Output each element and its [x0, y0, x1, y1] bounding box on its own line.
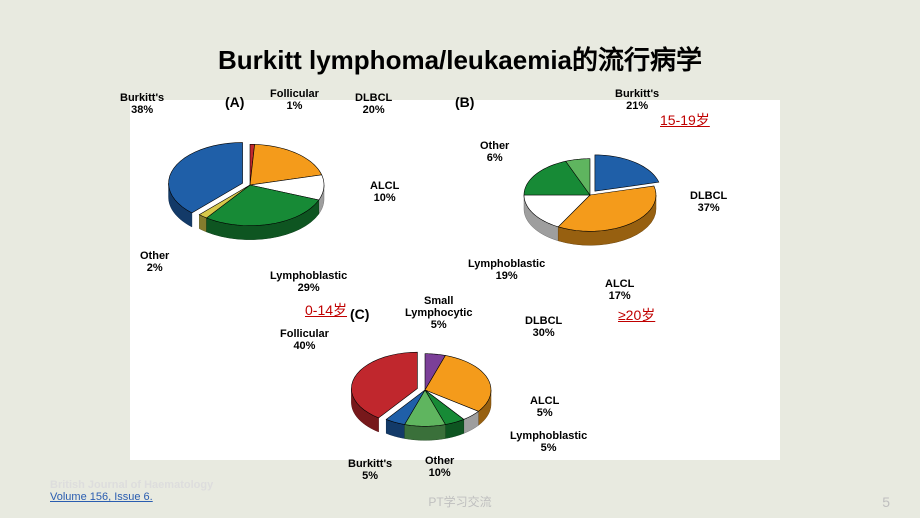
slice-label: ALCL17% — [605, 278, 634, 302]
slice-label: Burkitt's5% — [348, 458, 392, 482]
charts-svg — [130, 100, 780, 460]
slice-label: Other2% — [140, 250, 169, 274]
slice-label: Burkitt's21% — [615, 88, 659, 112]
slice-label: DLBCL20% — [355, 92, 392, 116]
slice-label: SmallLymphocytic5% — [405, 295, 472, 331]
citation-link[interactable]: Volume 156, Issue 6. — [50, 491, 153, 503]
slide: Burkitt lymphoma/leukaemia的流行病学 (A)0-14岁… — [0, 0, 920, 518]
slice-label: Follicular1% — [270, 88, 319, 112]
age-label-a: 0-14岁 — [305, 300, 347, 320]
slice-label: Follicular40% — [280, 328, 329, 352]
slice-label: ALCL10% — [370, 180, 399, 204]
citation: British Journal of Haematology Volume 15… — [50, 479, 213, 503]
slice-label: Burkitt's38% — [120, 92, 164, 116]
page-number: 5 — [882, 494, 890, 510]
watermark: PT学习交流 — [428, 493, 491, 510]
slice-label: DLBCL37% — [690, 190, 727, 214]
slice-label: DLBCL30% — [525, 315, 562, 339]
slice-label: Other10% — [425, 455, 454, 479]
age-label-c: ≥20岁 — [618, 305, 655, 325]
slice-label: Lymphoblastic29% — [270, 270, 347, 294]
pie-slice-burkitt-s — [595, 155, 659, 191]
panel-letter-a: (A) — [225, 94, 244, 110]
slice-label: Lymphoblastic19% — [468, 258, 545, 282]
slice-label: Other6% — [480, 140, 509, 164]
panel-letter-c: (C) — [350, 306, 369, 322]
charts-panel: (A)0-14岁Follicular1%DLBCL20%ALCL10%Lymph… — [130, 100, 780, 460]
panel-letter-b: (B) — [455, 94, 474, 110]
slice-label: Lymphoblastic5% — [510, 430, 587, 454]
age-label-b: 15-19岁 — [660, 110, 710, 130]
page-title: Burkitt lymphoma/leukaemia的流行病学 — [0, 40, 920, 77]
slice-label: ALCL5% — [530, 395, 559, 419]
citation-journal: British Journal of Haematology — [50, 479, 213, 491]
